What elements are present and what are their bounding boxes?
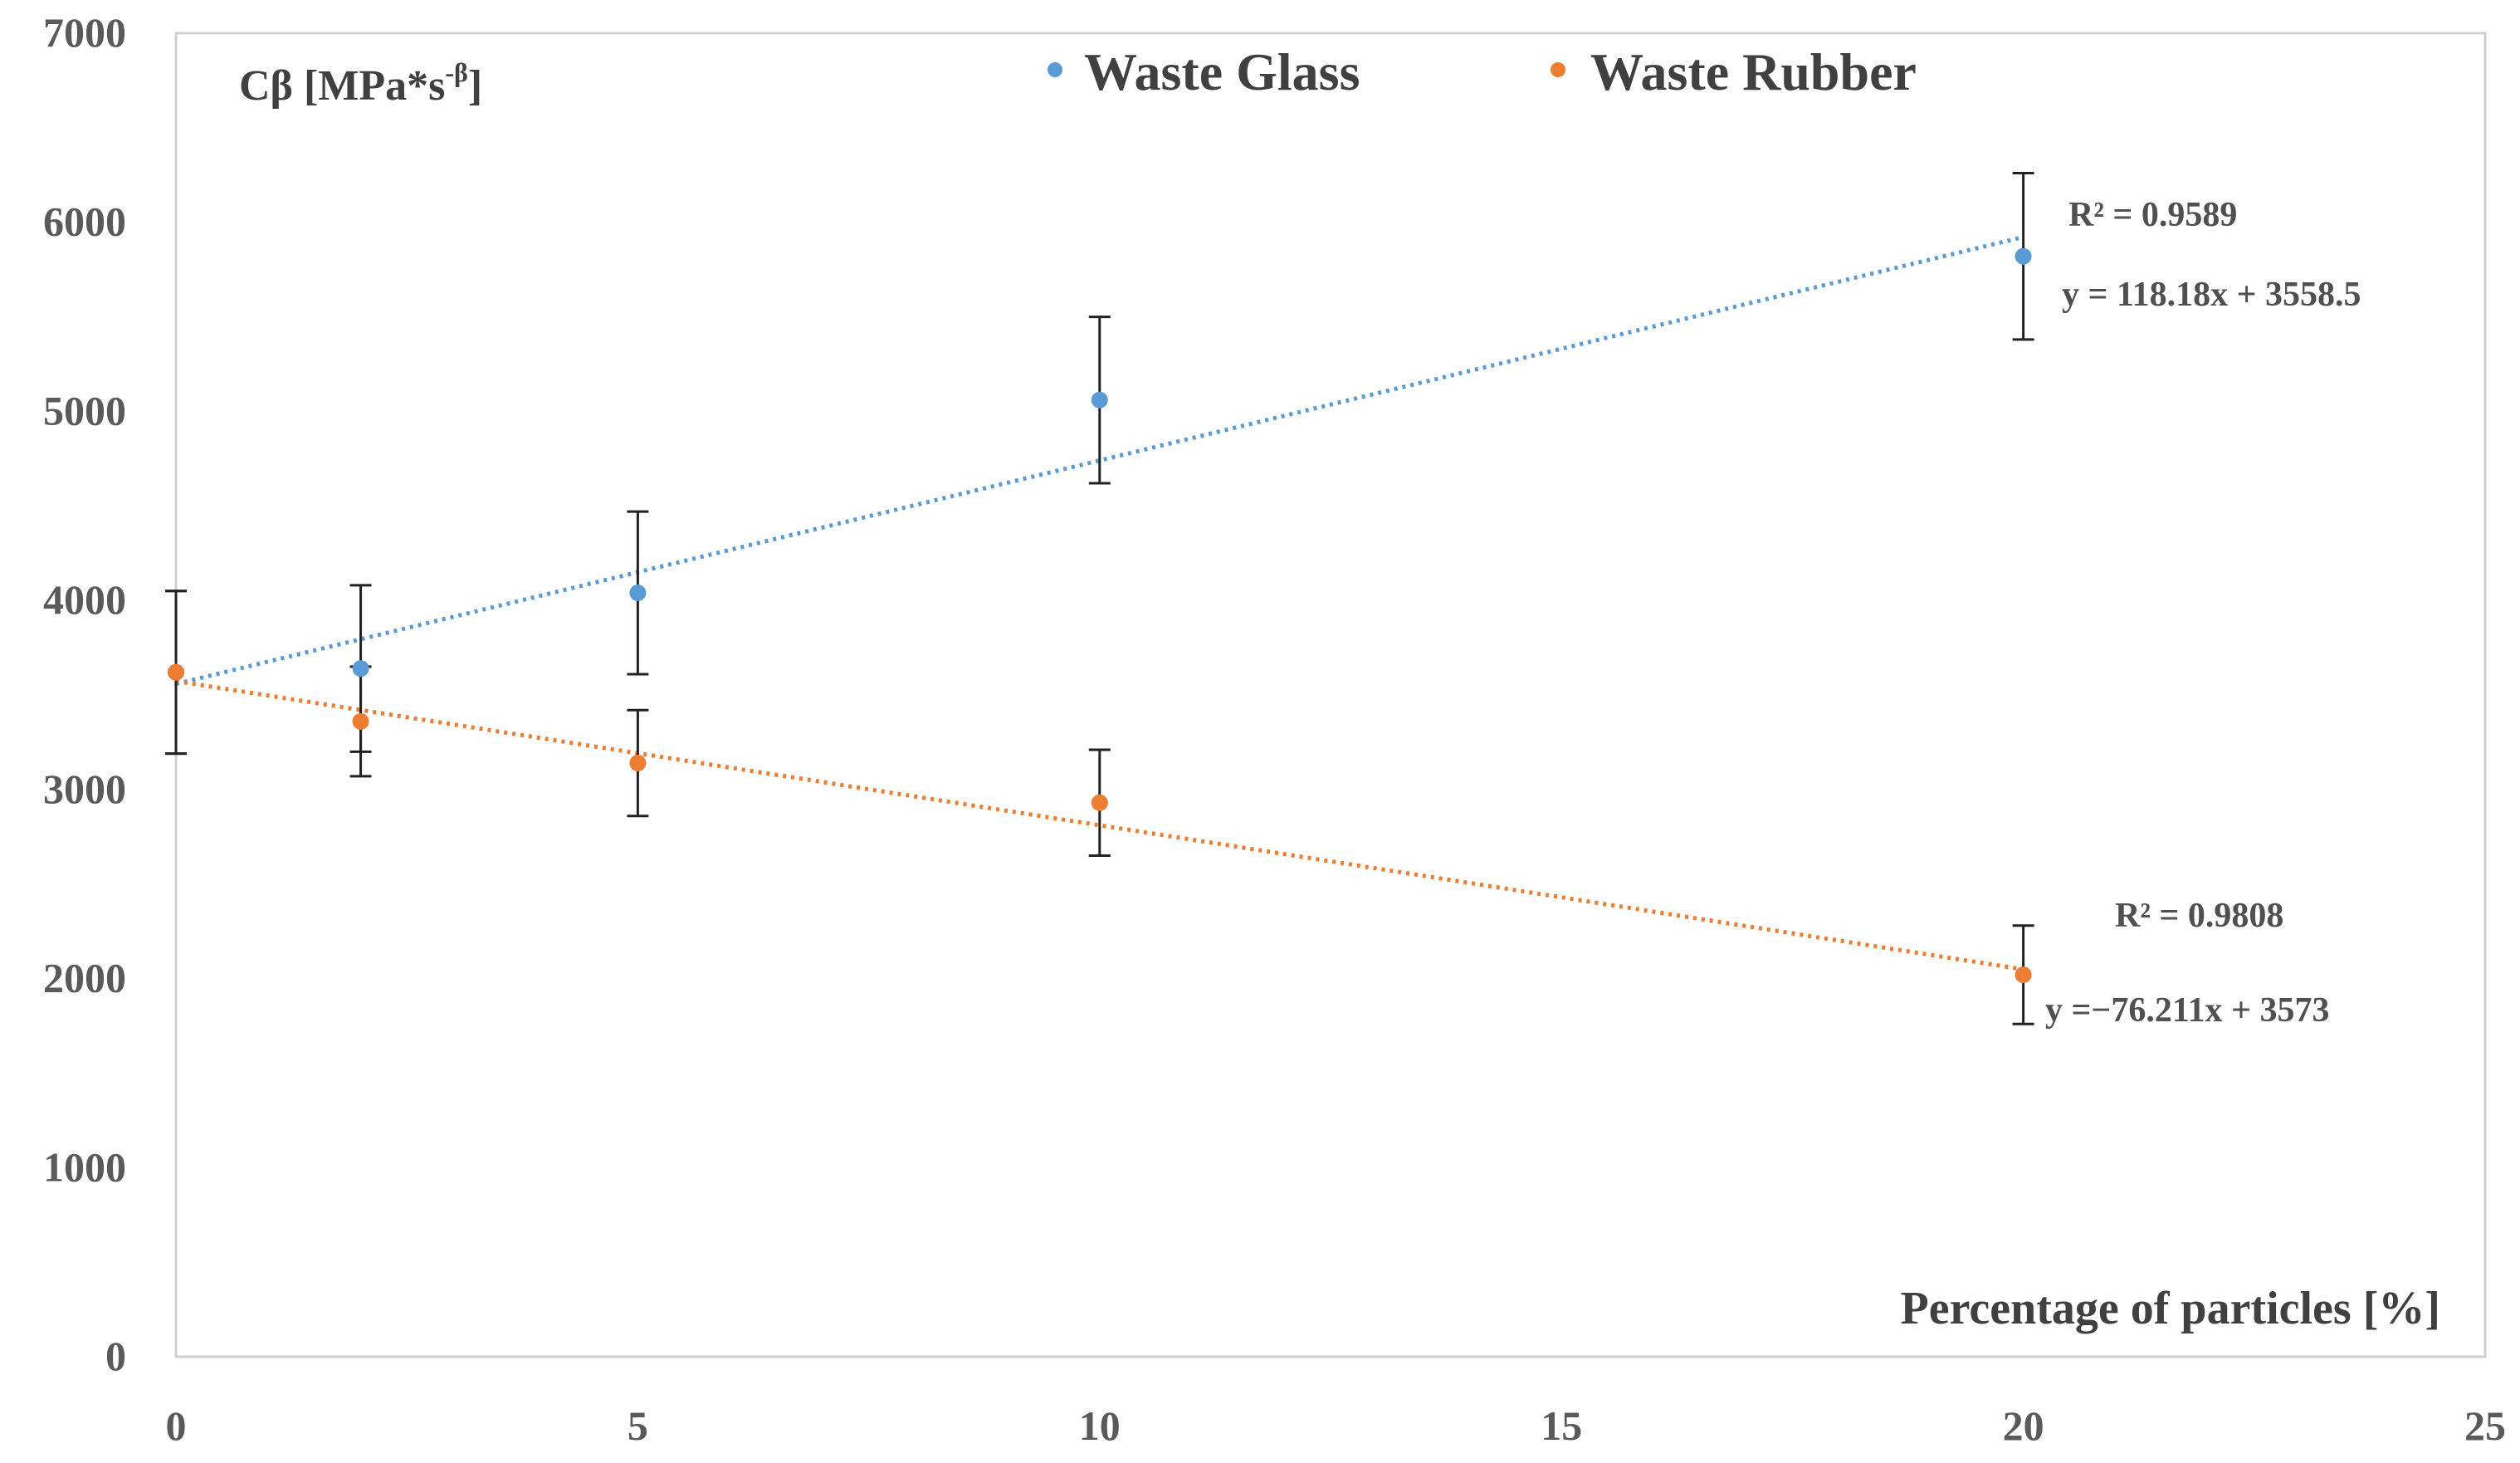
data-point-waste-rubber [1091, 794, 1108, 811]
rubber-r2-label: R² = 0.9808 [2115, 897, 2283, 935]
legend-marker-waste-glass [1048, 62, 1062, 77]
x-tick-label: 20 [2003, 1402, 2044, 1449]
plot-area [174, 32, 2487, 1358]
glass-r2-label: R² = 0.9589 [2068, 196, 2237, 234]
data-point-waste-glass [629, 585, 647, 602]
legend-marker-waste-rubber [1551, 62, 1565, 77]
glass-equation-label: y = 118.18x + 3558.5 [2062, 276, 2361, 314]
rubber-equation-label: y =−76.211x + 3573 [2045, 991, 2329, 1030]
x-tick-label: 15 [1541, 1402, 1582, 1449]
legend: Waste Glass Waste Rubber [1048, 42, 1917, 101]
legend-label-waste-glass: Waste Glass [1084, 42, 1360, 101]
y-tick-label: 2000 [43, 955, 126, 1001]
y-tick-label: 1000 [43, 1143, 126, 1190]
data-point-waste-rubber [168, 663, 184, 681]
y-axis-title: Cβ [MPa*s-β] [239, 57, 482, 110]
x-tick-label: 25 [2464, 1402, 2506, 1449]
y-axis-ticks: 0 1000 2000 3000 4000 5000 6000 7000 [43, 9, 126, 1379]
data-points [168, 247, 2032, 984]
y-tick-label: 5000 [43, 387, 126, 433]
y-tick-label: 6000 [43, 198, 126, 245]
y-tick-label: 4000 [43, 576, 126, 623]
data-point-waste-rubber [629, 754, 647, 771]
y-tick-label: 7000 [43, 9, 126, 56]
data-point-waste-glass [352, 660, 369, 678]
x-axis-title: Percentage of particles [%] [1901, 1283, 2440, 1334]
trendlines [175, 235, 2024, 971]
y-tick-label: 3000 [43, 766, 126, 812]
data-point-waste-rubber [352, 712, 369, 730]
trendline-waste-glass [175, 235, 2024, 687]
legend-label-waste-rubber: Waste Rubber [1590, 42, 1917, 101]
y-tick-label: 0 [105, 1333, 126, 1379]
data-point-waste-rubber [2015, 966, 2032, 984]
data-point-waste-glass [2015, 247, 2032, 265]
x-axis-ticks: 0 5 10 15 20 25 [166, 1402, 2507, 1449]
data-point-waste-glass [1091, 391, 1108, 409]
x-tick-label: 5 [628, 1402, 648, 1449]
x-tick-label: 0 [166, 1402, 187, 1449]
x-tick-label: 10 [1079, 1402, 1121, 1449]
